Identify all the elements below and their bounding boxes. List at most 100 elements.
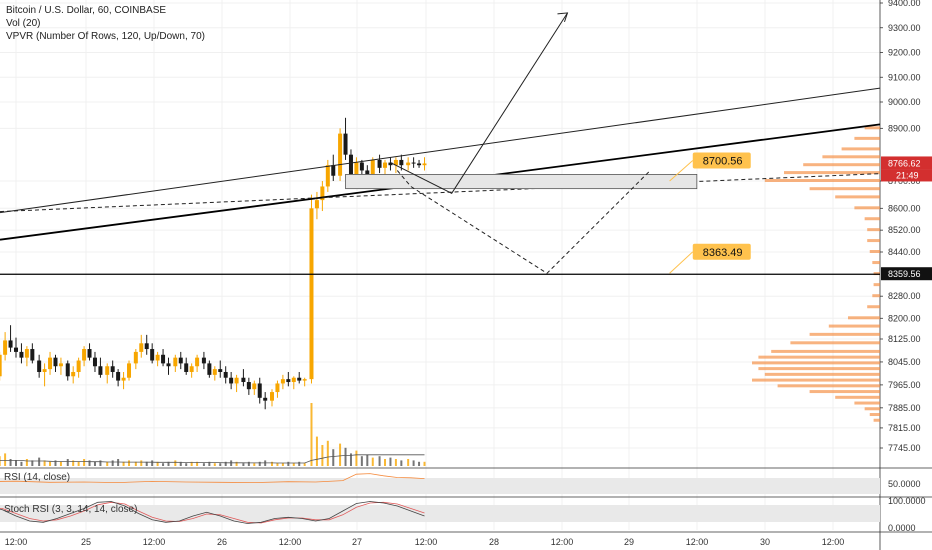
profile-row [864,217,880,221]
profile-row [872,261,880,265]
candle-body [178,357,183,364]
volume-bar [384,459,387,466]
profile-row [869,250,880,253]
candle-body [246,382,251,390]
rsi-label[interactable]: RSI (14, close) [4,472,71,483]
volume-bar [190,461,193,466]
price-tick-label: 9200.00 [888,48,921,58]
volume-bar [174,460,177,466]
volume-bar [151,460,154,466]
time-tick-label: 12:00 [686,537,709,547]
stoch-d-line [0,501,425,524]
candle-body [302,379,307,381]
candle-body [116,371,121,381]
candle-body [223,371,228,378]
volume-bar [134,461,137,466]
candle-body [19,351,24,358]
support-zone [345,174,698,190]
volume-bar [31,460,34,466]
candle-body [257,383,262,398]
bull-scenario-path [390,12,568,194]
candle-body [127,363,132,378]
volume-bar [321,445,324,466]
volume-bar [72,460,75,466]
candle-body [325,165,330,187]
volume-legend[interactable]: Vol (20) [6,18,41,29]
symbol-legend[interactable]: Bitcoin / U.S. Dollar, 60, COINBASE [6,5,167,16]
candle-body [411,162,416,164]
candle-body [207,363,212,375]
volume-bar [298,461,301,466]
stoch-rsi-label[interactable]: Stoch RSI (3, 3, 14, 14, close) [4,504,138,515]
candle-body [406,162,411,166]
hline-price-tag [881,267,932,281]
time-axis[interactable]: 12:00 25 12:00 26 12:00 27 12:00 28 12:00 29 12:00… [5,537,845,547]
candle-body [383,162,388,168]
candle-body [184,363,189,372]
volume-bar [326,440,329,466]
profile-row [854,401,880,405]
time-tick-label: 12:00 [551,537,574,547]
candle-body [370,159,375,179]
profile-row [835,195,880,199]
time-tick-label: 25 [81,537,91,547]
volume-bar [59,461,62,466]
candle-body [422,163,427,166]
candles [0,117,427,410]
candle-body [24,349,29,358]
profile-row [764,179,880,182]
volume-bar [111,460,114,466]
profile-row [764,372,880,376]
price-tick-label: 7815.00 [888,423,921,433]
price-tick-label: 9000.00 [888,97,921,107]
volume-bar [83,459,86,466]
candle-body [212,369,217,375]
time-tick-label: 12:00 [5,537,28,547]
price-axis[interactable]: 9400.00 9300.00 9200.00 9100.00 9000.00 8900.… [880,0,932,533]
candle-body [0,354,2,377]
volume-bar [9,459,12,466]
candle-body [377,159,382,168]
profile-row [867,305,880,309]
candle-body [359,162,364,171]
volume-bar [15,460,17,466]
price-tick-label: 8045.00 [888,357,921,367]
last-price-tag [881,156,932,170]
time-tick-label: 12:00 [415,537,438,547]
candle-body [30,349,35,361]
profile-row [873,272,880,276]
stoch-tick-label: 0.0000 [888,523,916,533]
candle-body [87,349,92,358]
volume-bar [310,403,313,466]
candle-body [314,200,319,209]
price-tick-label: 9300.00 [888,23,921,33]
volume-bar [349,453,352,466]
candle-body [286,379,291,383]
price-tick-label: 7965.00 [888,380,921,390]
candle-body [155,354,160,361]
volume-profile [752,126,880,422]
volume-bar [179,461,182,466]
candle-body [269,392,274,401]
volume-bar [208,461,211,466]
volume-bar [423,461,426,466]
volume-bar [106,461,109,466]
candle-body [71,371,76,377]
hline-price-label: 8359.56 [888,269,921,279]
profile-row [822,155,880,159]
vpvr-legend[interactable]: VPVR (Number Of Rows, 120, Up/Down, 70) [6,31,205,42]
candle-body [331,165,336,176]
volume-bar [242,463,245,466]
profile-row [758,355,880,359]
volume-bar [270,461,273,466]
volume-bars [0,403,426,466]
volume-bar [247,461,250,466]
candle-body [3,340,8,355]
candle-body [195,357,200,367]
candle-body [105,366,110,375]
volume-bar [253,463,256,466]
volume-bar [315,436,318,466]
drawings[interactable]: 8700.56 8363.49 [0,12,881,275]
volume-bar [355,450,358,466]
